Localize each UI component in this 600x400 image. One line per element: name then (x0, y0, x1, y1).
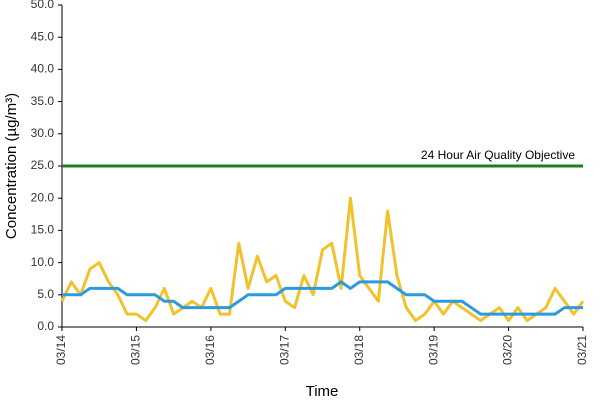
y-axis-title: Concentration (µg/m³) (3, 93, 20, 239)
y-tick-label: 45.0 (31, 29, 55, 43)
y-tick-label: 20.0 (31, 190, 55, 204)
y-tick-label: 15.0 (31, 223, 55, 237)
y-tick-label: 50.0 (31, 0, 55, 11)
x-tick-label: 03/21 (575, 335, 589, 365)
x-tick-label: 03/20 (501, 335, 515, 365)
series-line (62, 280, 583, 316)
y-tick-label: 30.0 (31, 126, 55, 140)
y-tick-label: 40.0 (31, 62, 55, 76)
y-tick-label: 35.0 (31, 94, 55, 108)
x-tick-label: 03/16 (203, 335, 217, 365)
y-tick-label: 0.0 (37, 319, 54, 333)
x-tick-label: 03/17 (277, 335, 291, 365)
x-axis-title: Time (306, 383, 339, 400)
x-tick-label: 03/14 (54, 335, 68, 365)
x-tick-label: 03/15 (129, 335, 143, 365)
y-tick-label: 25.0 (31, 158, 55, 172)
y-tick-label: 10.0 (31, 255, 55, 269)
series-line (60, 196, 585, 323)
objective-label: 24 Hour Air Quality Objective (421, 148, 575, 162)
y-tick-label: 5.0 (37, 287, 54, 301)
x-tick-label: 03/18 (352, 335, 366, 365)
x-tick-label: 03/19 (426, 335, 440, 365)
